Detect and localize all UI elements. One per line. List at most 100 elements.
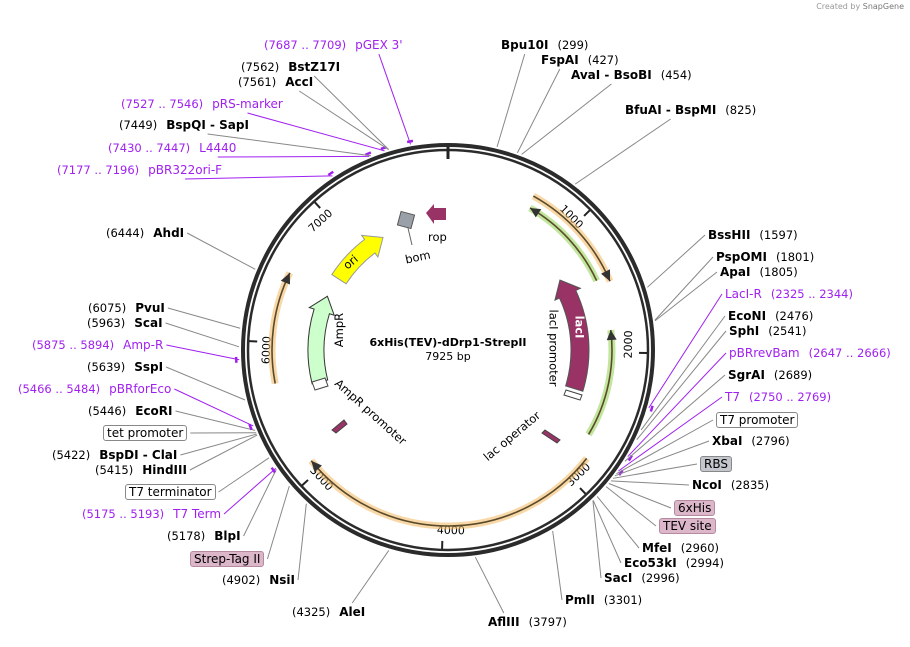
site-label-bspdi-clai[interactable]: (5422) BspDI - ClaI xyxy=(52,448,177,462)
site-position: (5875 .. 5894) xyxy=(32,338,115,352)
site-position: (5446) xyxy=(88,404,127,418)
feature-label-ampr[interactable]: AmpR xyxy=(332,312,347,348)
site-label-pmli[interactable]: PmlI (3301) xyxy=(565,593,642,607)
laci-promoter-feature[interactable] xyxy=(563,389,583,401)
site-label-pgex-3[interactable]: (7687 .. 7709) pGEX 3' xyxy=(264,38,403,52)
laci-feature xyxy=(554,279,590,392)
site-label-mfei[interactable]: MfeI (2960) xyxy=(642,541,719,555)
site-position: (7430 .. 7447) xyxy=(108,141,191,155)
site-name: BssHII xyxy=(708,228,751,242)
site-position: (3797) xyxy=(528,615,567,629)
site-label-bfuai-bspmi[interactable]: BfuAI - BspMI (825) xyxy=(625,103,756,117)
site-label-bspqi-sapi[interactable]: (7449) BspQI - SapI xyxy=(119,118,249,132)
site-label-eco53ki[interactable]: Eco53kI (2994) xyxy=(624,556,724,570)
leader-line xyxy=(166,344,240,361)
site-position: (6444) xyxy=(106,226,145,240)
site-label-strep-tag-ii[interactable]: Strep-Tag II xyxy=(190,551,265,567)
site-position: (5422) xyxy=(52,448,91,462)
site-position: (2994) xyxy=(685,556,724,570)
site-position: (5178) xyxy=(167,529,206,543)
site-label-fspai[interactable]: FspAI (427) xyxy=(541,53,619,67)
site-label-pspomi[interactable]: PspOMI (1801) xyxy=(716,250,814,264)
leader-line xyxy=(167,307,241,329)
site-position: (5466 .. 5484) xyxy=(18,382,101,396)
leader-line xyxy=(313,75,390,150)
site-label-bstz17i[interactable]: (7562) BstZ17I xyxy=(241,60,340,74)
site-label-ncoi[interactable]: NcoI (2835) xyxy=(692,478,769,492)
leader-line xyxy=(189,434,258,471)
site-position: (3301) xyxy=(603,593,643,607)
site-label-laci-r[interactable]: LacI-R (2325 .. 2344) xyxy=(725,287,853,301)
primer-binding-mark xyxy=(364,151,372,156)
site-label-nsii[interactable]: (4902) NsiI xyxy=(222,573,295,587)
feature-label-laci[interactable]: lacI xyxy=(572,315,587,339)
site-label-pbr322ori-f[interactable]: (7177 .. 7196) pBR322ori-F xyxy=(57,163,222,177)
site-label-t7-terminator[interactable]: T7 terminator xyxy=(125,484,216,500)
site-label-bsshii[interactable]: BssHII (1597) xyxy=(708,228,798,242)
leader-line xyxy=(521,83,612,155)
site-label-xbai[interactable]: XbaI (2796) xyxy=(712,434,790,448)
rop-feature[interactable] xyxy=(426,204,446,224)
site-label-tet-promoter[interactable]: tet promoter xyxy=(103,425,188,441)
leader-line xyxy=(218,457,270,493)
site-label-blpi[interactable]: (5178) BlpI xyxy=(167,529,241,543)
site-label-prs-marker[interactable]: (7527 .. 7546) pRS-marker xyxy=(121,97,283,111)
ampr-promoter-feature[interactable] xyxy=(311,377,329,391)
site-label-avai-bsobi[interactable]: AvaI - BsoBI (454) xyxy=(571,68,692,82)
brand-name: SnapGene xyxy=(862,2,904,11)
tick-mark xyxy=(301,479,309,487)
tick-label: 7000 xyxy=(306,207,336,235)
site-label-scai[interactable]: (5963) ScaI xyxy=(87,316,163,330)
primer-arc-left-arrowhead xyxy=(280,272,291,285)
site-label-pbrforeco[interactable]: (5466 .. 5484) pBRforEco xyxy=(18,382,171,396)
site-label-6xhis[interactable]: 6xHis xyxy=(674,500,716,516)
site-label-afliii[interactable]: AflIII (3797) xyxy=(488,615,567,629)
leader-line xyxy=(616,419,714,475)
site-label-ahdi[interactable]: (6444) AhdI xyxy=(106,226,184,240)
primer-arc-left-glow xyxy=(268,271,293,385)
site-label-saci[interactable]: SacI (2996) xyxy=(604,571,680,585)
site-name: LacI-R xyxy=(725,287,762,301)
bom-feature[interactable] xyxy=(396,210,416,230)
leader-line xyxy=(496,53,526,147)
site-label-t7-promoter[interactable]: T7 promoter xyxy=(716,412,799,428)
site-label-rbs[interactable]: RBS xyxy=(700,456,732,472)
site-label-pvui[interactable]: (6075) PvuI xyxy=(88,301,165,315)
lac-operator-feature[interactable] xyxy=(541,429,561,444)
site-name: NcoI xyxy=(692,478,722,492)
site-name: pGEX 3' xyxy=(355,38,403,52)
site-position: (5639) xyxy=(87,360,126,374)
site-label-bpu10i[interactable]: Bpu10I (299) xyxy=(501,38,588,52)
site-name: PvuI xyxy=(135,301,165,315)
feature-label-rop[interactable]: rop xyxy=(428,230,447,244)
site-label-tev-site[interactable]: TEV site xyxy=(659,518,716,534)
site-label-l4440[interactable]: (7430 .. 7447) L4440 xyxy=(108,141,236,155)
leader-line xyxy=(654,256,714,321)
leader-line xyxy=(266,485,290,560)
site-name: BfuAI - BspMI xyxy=(625,103,717,117)
leader-line xyxy=(378,53,412,145)
promoter-small-feature[interactable] xyxy=(331,419,348,434)
primer-binding-mark xyxy=(327,170,334,177)
leader-line xyxy=(165,366,246,401)
tick-label: 2000 xyxy=(622,330,635,358)
site-label-t7-term[interactable]: (5175 .. 5193) T7 Term xyxy=(82,507,221,521)
feature-label-laci-promoter[interactable]: lacI promoter xyxy=(546,309,561,387)
site-label-pbrrevbam[interactable]: pBRrevBam (2647 .. 2666) xyxy=(729,346,891,360)
site-name: MfeI xyxy=(642,541,672,555)
site-position: (454) xyxy=(660,68,692,82)
site-label-sphi[interactable]: SphI (2541) xyxy=(729,324,807,338)
site-label-ecori[interactable]: (5446) EcoRI xyxy=(88,404,173,418)
site-label-t7[interactable]: T7 (2750 .. 2769) xyxy=(725,390,831,404)
site-label-apai[interactable]: ApaI (1805) xyxy=(720,265,798,279)
site-label-acci[interactable]: (7561) AccI xyxy=(238,75,313,89)
site-label-amp-r[interactable]: (5875 .. 5894) Amp-R xyxy=(32,338,163,352)
site-label-alei[interactable]: (4325) AleI xyxy=(292,605,365,619)
site-label-sspi[interactable]: (5639) SspI xyxy=(87,360,163,374)
site-label-econi[interactable]: EcoNI (2476) xyxy=(728,309,813,323)
site-label-sgrai[interactable]: SgrAI (2689) xyxy=(728,368,812,382)
leader-line xyxy=(186,232,256,270)
tick-mark xyxy=(583,209,591,217)
site-label-hindiii[interactable]: (5415) HindIII xyxy=(95,463,187,477)
